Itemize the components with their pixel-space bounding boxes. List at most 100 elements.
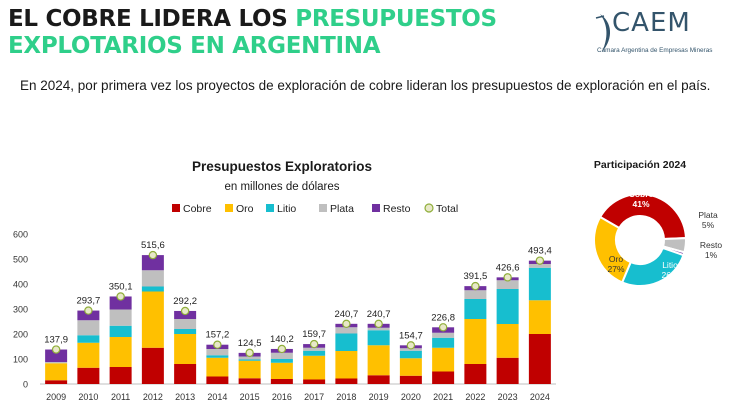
- bar-litio-2013: [174, 329, 197, 334]
- bar-plata-2019: [367, 327, 390, 331]
- bar-litio-2023: [496, 289, 519, 324]
- bar-cobre-2022: [464, 364, 487, 384]
- bar-resto-2009: [45, 349, 68, 362]
- chart-title: Presupuestos Exploratorios: [192, 159, 372, 174]
- bar-oro-2011: [109, 337, 132, 367]
- bar-cobre-2019: [367, 375, 390, 384]
- y-tick-label: 0: [23, 380, 28, 390]
- bar-plata-2016: [270, 352, 293, 359]
- x-tick-label-2009: 2009: [46, 392, 66, 402]
- bar-oro-2015: [238, 360, 261, 379]
- bar-plata-2015: [238, 356, 261, 360]
- legend-label-resto: Resto: [383, 203, 411, 215]
- bar-plata-2012: [141, 270, 164, 287]
- total-label-2019: 240,7: [367, 309, 391, 320]
- bar-cobre-2021: [432, 371, 455, 384]
- total-label-2024: 493,4: [528, 246, 552, 257]
- headline-part-3: EXPLOTARIOS EN ARGENTINA: [8, 33, 381, 59]
- bar-litio-2015: [238, 359, 261, 361]
- y-tick-label: 500: [13, 255, 28, 265]
- x-tick-label-2010: 2010: [78, 392, 98, 402]
- legend-label-litio: Litio: [277, 203, 296, 215]
- bar-litio-2012: [141, 286, 164, 292]
- bar-cobre-2017: [303, 379, 326, 384]
- total-label-2018: 240,7: [334, 309, 358, 320]
- logo-subtitle: Cámara Argentina de Empresas Mineras: [597, 47, 713, 54]
- x-tick-label-2012: 2012: [143, 392, 163, 402]
- total-marker-2022: [471, 281, 480, 291]
- chart-subtitle: en millones de dólares: [224, 181, 339, 193]
- bar-plata-2009: [45, 362, 68, 364]
- bar-cobre-2013: [174, 364, 197, 384]
- x-tick-label-2023: 2023: [498, 392, 518, 402]
- bar-plata-2022: [464, 290, 487, 299]
- bar-plata-2017: [303, 347, 326, 351]
- donut-title: Participación 2024: [594, 159, 686, 171]
- total-label-2012: 515,6: [141, 240, 165, 251]
- bar-cobre-2009: [45, 380, 68, 384]
- total-label-2015: 124,5: [238, 338, 262, 349]
- bar-litio-2021: [432, 337, 455, 348]
- bar-litio-2016: [270, 359, 293, 363]
- bar-oro-2010: [77, 342, 100, 368]
- x-tick-label-2018: 2018: [336, 392, 356, 402]
- logo-name: CAEM: [612, 8, 691, 38]
- total-marker-2020: [406, 341, 416, 350]
- legend-swatch-litio: [266, 204, 274, 212]
- legend-swatch-cobre: [172, 204, 180, 212]
- legend-label-cobre: Cobre: [183, 203, 212, 215]
- x-tick-label-2014: 2014: [207, 392, 227, 402]
- total-label-2013: 292,2: [173, 296, 197, 307]
- donut-label-litio: Litio: [662, 260, 678, 270]
- total-marker-2016: [277, 344, 287, 354]
- bar-litio-2017: [303, 350, 326, 356]
- donut-value-cobre: 41%: [632, 199, 649, 209]
- bar-litio-2011: [109, 325, 132, 337]
- total-marker-2013: [180, 306, 190, 316]
- bar-cobre-2024: [528, 334, 551, 384]
- bar-oro-2014: [206, 357, 229, 377]
- donut-label-resto: Resto: [700, 240, 722, 250]
- bar-cobre-2011: [109, 367, 132, 384]
- total-label-2020: 154,7: [399, 330, 423, 341]
- bar-litio-2018: [335, 333, 358, 351]
- bar-cobre-2023: [496, 357, 519, 384]
- bar-plata-2010: [77, 320, 100, 336]
- total-marker-2023: [503, 273, 512, 282]
- bar-resto-2010: [77, 310, 100, 321]
- bar-cobre-2010: [77, 367, 100, 384]
- bar-litio-2010: [77, 335, 100, 343]
- x-tick-label-2011: 2011: [111, 392, 130, 402]
- bar-oro-2021: [432, 347, 455, 372]
- legend-label-plata: Plata: [330, 203, 354, 215]
- donut-value-oro: 27%: [607, 264, 624, 274]
- total-label-2022: 391,5: [463, 271, 487, 282]
- donut-value-litio: 26%: [661, 270, 678, 280]
- legend-label-total: Total: [436, 203, 458, 215]
- bar-litio-2014: [206, 355, 229, 358]
- total-label-2016: 140,2: [270, 334, 294, 345]
- donut-label-oro: Oro: [609, 254, 623, 264]
- x-tick-label-2022: 2022: [465, 392, 485, 402]
- bar-plata-2011: [109, 309, 132, 326]
- donut-label-cobre: Cobre: [629, 189, 654, 199]
- total-marker-2024: [535, 256, 545, 265]
- headline-part-2: PRESUPUESTOS: [295, 6, 497, 32]
- total-label-2014: 157,2: [205, 330, 229, 341]
- total-label-2011: 350,1: [109, 281, 133, 292]
- bar-oro-2012: [141, 291, 164, 348]
- bar-oro-2020: [399, 358, 422, 376]
- bar-cobre-2014: [206, 376, 229, 384]
- bar-plata-2021: [432, 332, 455, 338]
- total-label-2017: 159,7: [302, 329, 326, 340]
- bar-litio-2022: [464, 299, 487, 319]
- bar-plata-2018: [335, 327, 358, 334]
- y-tick-label: 200: [13, 330, 28, 340]
- x-tick-label-2013: 2013: [175, 392, 195, 402]
- bar-oro-2017: [303, 355, 326, 380]
- x-tick-label-2021: 2021: [433, 392, 453, 402]
- x-tick-label-2017: 2017: [304, 392, 324, 402]
- y-tick-label: 600: [13, 230, 28, 240]
- total-label-2010: 293,7: [76, 296, 100, 307]
